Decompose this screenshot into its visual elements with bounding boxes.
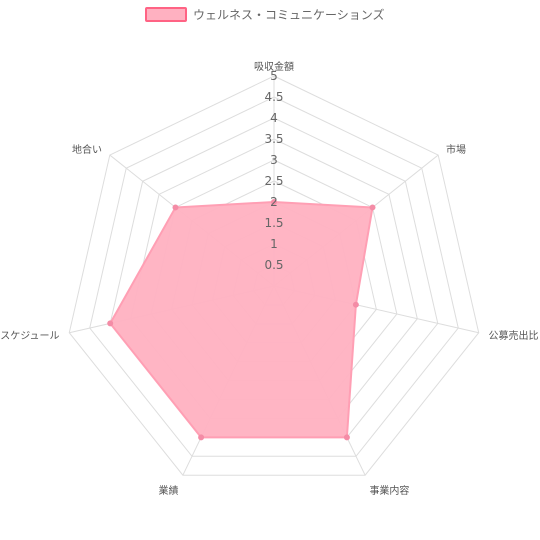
data-point-5[interactable] bbox=[198, 434, 205, 441]
axis-label-7: 地合い bbox=[72, 143, 102, 156]
axis-label-3: 公募売出比 bbox=[488, 329, 538, 342]
legend-label[interactable]: ウェルネス・コミュニケーションズ bbox=[193, 7, 385, 22]
data-point-3[interactable] bbox=[352, 301, 359, 308]
tick-label-10: 5 bbox=[270, 69, 278, 83]
tick-label-8: 4 bbox=[270, 111, 278, 125]
tick-labels: 0.5 1 1.5 2 2.5 3 3.5 4 4.5 5 bbox=[264, 69, 283, 272]
axis-label-6: スケジュール bbox=[0, 330, 59, 342]
series-layer bbox=[107, 199, 376, 441]
axis-label-5: 業績 bbox=[159, 484, 179, 497]
tick-label-9: 4.5 bbox=[264, 90, 283, 104]
axis-label-1: 吸収金額 bbox=[254, 60, 294, 73]
data-point-2[interactable] bbox=[369, 204, 376, 211]
legend-swatch[interactable] bbox=[145, 7, 187, 22]
tick-label-3: 1.5 bbox=[264, 216, 283, 230]
data-point-4[interactable] bbox=[343, 434, 350, 441]
axis-label-4: 事業内容 bbox=[369, 484, 409, 497]
axis-label-2: 市場 bbox=[446, 143, 466, 156]
series-area-1[interactable] bbox=[109, 201, 374, 439]
grid-ring-10 bbox=[68, 75, 480, 476]
legend[interactable]: ウェルネス・コミュニケーションズ bbox=[145, 7, 385, 22]
data-point-6[interactable] bbox=[107, 320, 114, 327]
tick-label-4: 2 bbox=[270, 195, 278, 209]
tick-label-7: 3.5 bbox=[264, 132, 283, 146]
tick-label-5: 2.5 bbox=[264, 174, 283, 188]
data-point-1[interactable] bbox=[271, 199, 277, 205]
tick-label-6: 3 bbox=[270, 153, 278, 167]
tick-label-1: 0.5 bbox=[264, 258, 283, 272]
tick-label-2: 1 bbox=[270, 237, 278, 251]
data-point-7[interactable] bbox=[172, 204, 179, 211]
grid-ring-9 bbox=[89, 96, 459, 457]
